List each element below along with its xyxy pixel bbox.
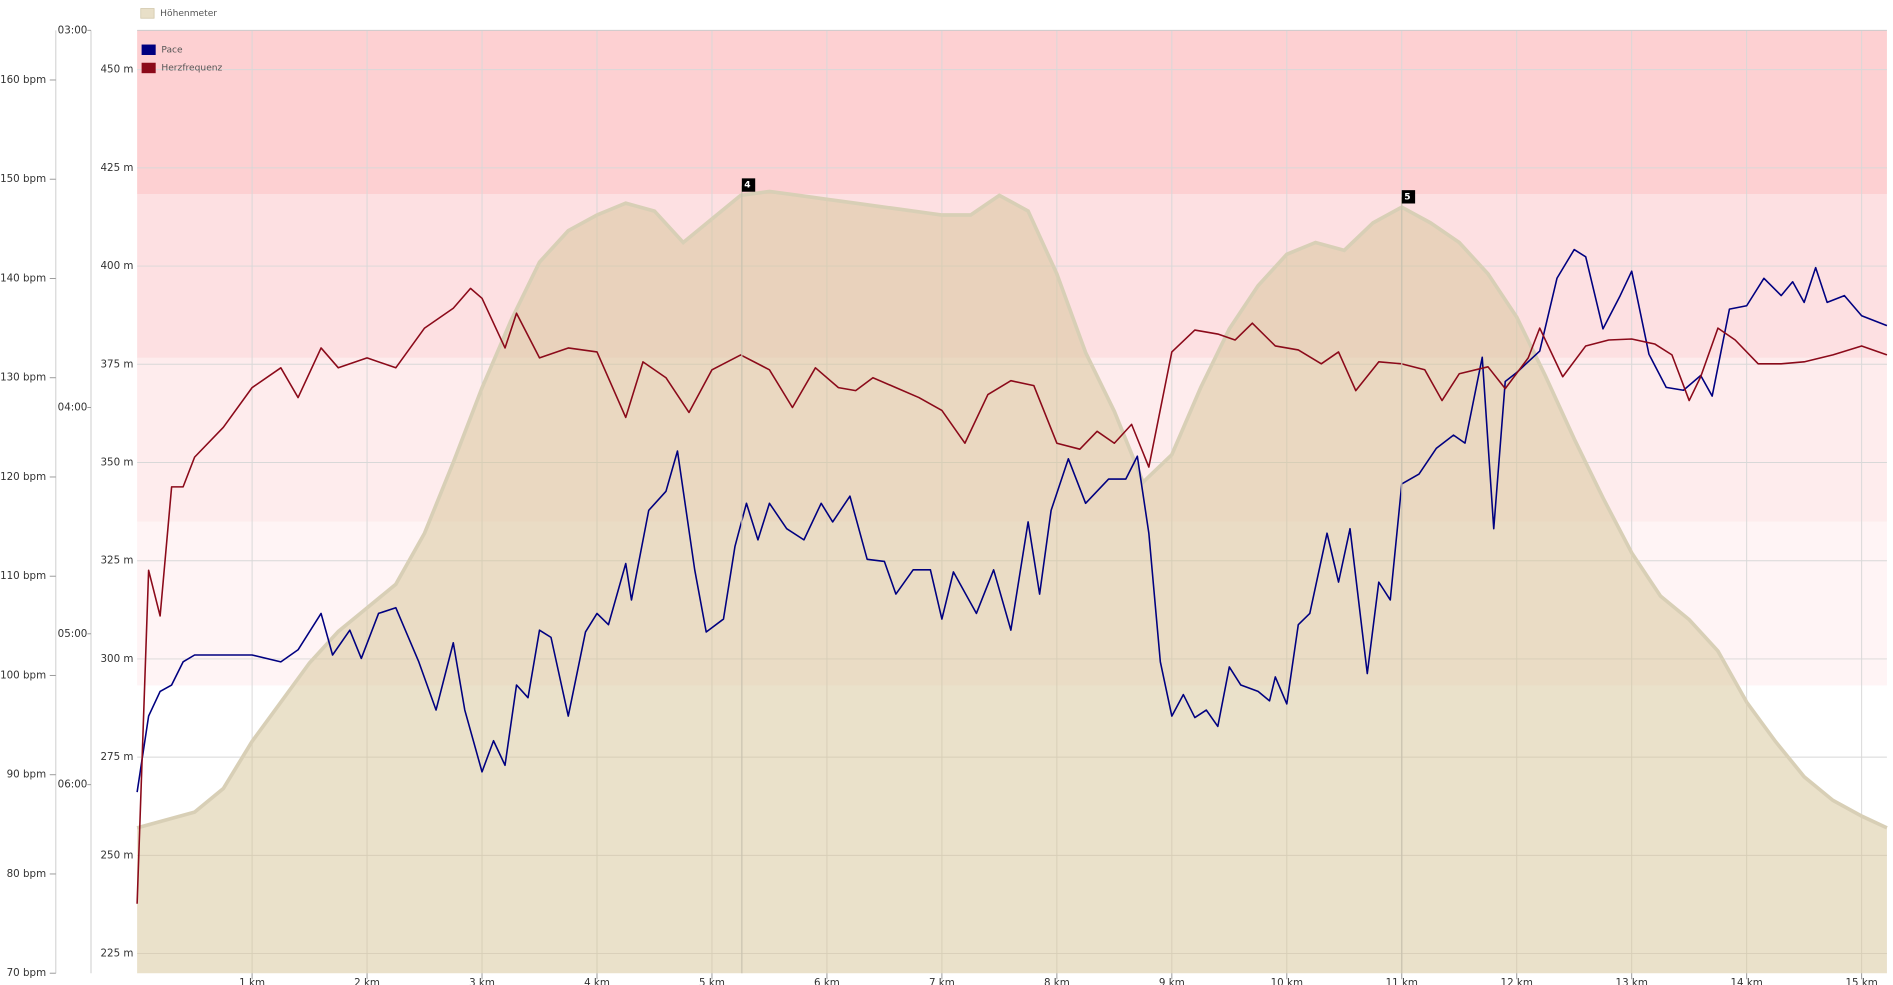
- y2-tick-label: 120 bpm: [0, 471, 46, 483]
- marker-label: 4: [744, 181, 750, 191]
- y2-tick-label: 100 bpm: [0, 669, 46, 681]
- marker-box: [1401, 190, 1416, 204]
- x-tick-label: 6 km: [814, 977, 840, 985]
- y2-tick-label: 70 bpm: [7, 967, 46, 979]
- x-tick-label: 9 km: [1159, 977, 1185, 985]
- legend-swatch: [140, 8, 155, 19]
- y2-tick-label: 150 bpm: [0, 173, 46, 185]
- y2-tick-label: 130 bpm: [0, 372, 46, 384]
- x-tick-label: 8 km: [1044, 977, 1070, 985]
- x-tick-label: 4 km: [584, 977, 610, 985]
- y-tick-label: 425 m: [101, 162, 134, 174]
- legend-swatch: [141, 62, 156, 74]
- x-tick-label: 1 km: [239, 977, 265, 985]
- y2-tick-label: 110 bpm: [0, 570, 46, 582]
- hr-zone: [137, 30, 1887, 195]
- x-tick-label: 12 km: [1501, 977, 1533, 985]
- x-tick-label: 14 km: [1730, 977, 1762, 985]
- elevation-area: [137, 191, 1887, 974]
- y3-tick-label: 04:00: [58, 401, 88, 413]
- y3-tick-label: 06:00: [58, 779, 88, 791]
- y3-tick-label: 03:00: [58, 24, 88, 36]
- x-tick-label: 7 km: [929, 977, 955, 985]
- legend-label: Pace: [161, 45, 183, 55]
- y3-tick-label: 05:00: [58, 628, 88, 640]
- y-tick-label: 375 m: [101, 358, 134, 370]
- legend-label: Herzfrequenz: [161, 63, 222, 73]
- elevation-outline: [136, 189, 1888, 830]
- y-tick-label: 275 m: [101, 751, 134, 763]
- x-tick-label: 5 km: [699, 977, 725, 985]
- x-tick-label: 15 km: [1845, 977, 1877, 985]
- y-tick-label: 300 m: [101, 653, 134, 665]
- marker-box: [741, 178, 756, 192]
- y-tick-label: 250 m: [101, 849, 134, 861]
- legend-swatch: [141, 44, 156, 55]
- legend-label: Höhenmeter: [160, 9, 217, 19]
- y-tick-label: 225 m: [101, 948, 134, 960]
- y2-tick-label: 160 bpm: [0, 74, 46, 86]
- x-tick-label: 10 km: [1271, 977, 1303, 985]
- y-tick-label: 400 m: [101, 260, 134, 272]
- x-tick-label: 11 km: [1386, 977, 1418, 985]
- y-tick-label: 350 m: [101, 456, 134, 468]
- series-line: [136, 287, 1888, 904]
- y2-tick-label: 90 bpm: [7, 769, 46, 781]
- y2-tick-label: 80 bpm: [7, 868, 46, 880]
- x-tick-label: 2 km: [354, 977, 380, 985]
- x-tick-label: 13 km: [1616, 977, 1648, 985]
- marker-label: 5: [1404, 192, 1410, 202]
- y-tick-label: 325 m: [101, 555, 134, 567]
- x-tick-label: 3 km: [469, 977, 495, 985]
- y2-tick-label: 140 bpm: [0, 272, 46, 284]
- y-tick-label: 450 m: [101, 64, 134, 76]
- series-line: [136, 248, 1888, 793]
